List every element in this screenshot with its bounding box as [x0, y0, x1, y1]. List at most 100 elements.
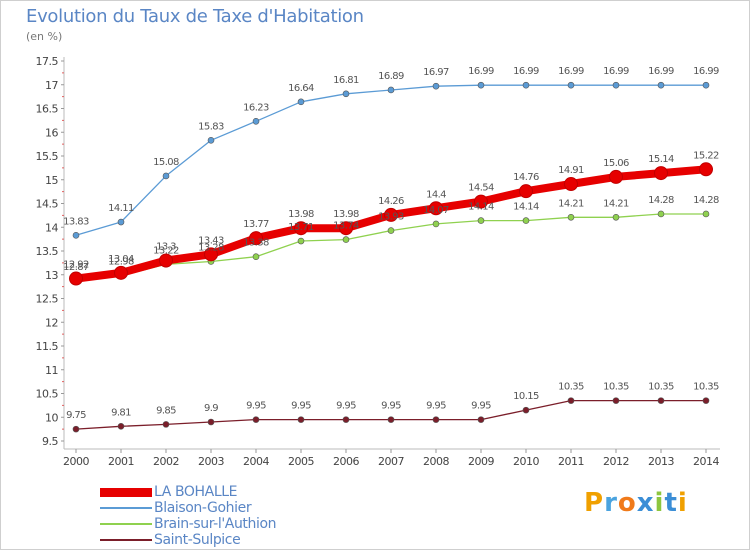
data-point	[657, 397, 665, 404]
data-point	[657, 81, 665, 89]
data-label: 9.95	[246, 401, 266, 412]
data-label: 14.07	[423, 205, 449, 216]
data-label: 16.99	[693, 66, 719, 77]
data-point	[567, 397, 575, 404]
legend-swatch	[100, 523, 152, 525]
series-points	[69, 81, 713, 433]
data-label: 14.28	[648, 195, 674, 206]
data-label: 13.83	[63, 216, 89, 227]
data-point	[204, 247, 218, 262]
data-point	[72, 425, 80, 433]
data-point	[387, 416, 395, 423]
y-tick-label: 17.5	[36, 55, 59, 68]
data-label: 9.95	[471, 401, 491, 412]
data-point	[564, 177, 578, 192]
data-label: 14.76	[513, 172, 539, 183]
data-label: 13.74	[333, 221, 359, 232]
data-label: 12.98	[108, 257, 134, 268]
data-point	[702, 210, 710, 218]
data-point	[429, 201, 443, 216]
data-label: 9.9	[204, 403, 218, 414]
data-label: 14.26	[378, 196, 404, 207]
y-tick-label: 14	[45, 221, 58, 234]
data-label: 14.14	[468, 202, 494, 213]
data-label: 15.06	[603, 158, 629, 169]
data-point	[252, 118, 260, 125]
data-point	[207, 418, 215, 426]
data-point	[114, 265, 128, 280]
legend-swatch	[100, 539, 152, 541]
data-point	[522, 81, 530, 89]
data-point	[294, 221, 308, 236]
x-tick-label: 2005	[288, 455, 314, 468]
y-tick-label: 10	[45, 411, 58, 424]
data-point	[69, 271, 83, 286]
data-point	[207, 137, 215, 144]
data-point	[699, 162, 713, 177]
y-tick-label: 12	[45, 316, 58, 329]
data-point	[249, 231, 263, 246]
data-point	[567, 213, 575, 221]
data-point	[612, 397, 620, 404]
data-point	[159, 253, 173, 268]
proxiti-logo: Proxiti	[584, 488, 688, 518]
data-point	[387, 86, 395, 94]
data-label: 9.85	[156, 405, 176, 416]
x-tick-label: 2009	[468, 455, 494, 468]
data-label: 10.35	[558, 382, 584, 393]
data-label: 16.99	[513, 66, 539, 77]
data-point	[297, 98, 305, 106]
line-chart: 9.5 10 10.5 11 11.5 12 12.5 13 13.5 14 14.5 15 15.5 1…	[36, 55, 720, 468]
data-point	[657, 210, 665, 218]
data-point	[519, 184, 533, 199]
data-point	[567, 81, 575, 89]
data-label: 14.91	[558, 165, 584, 176]
y-tick-label: 15.5	[36, 150, 59, 163]
data-point	[117, 218, 125, 226]
y-tick-label: 15	[45, 174, 58, 187]
data-label: 14.28	[693, 195, 719, 206]
x-tick-label: 2001	[108, 455, 134, 468]
x-tick-label: 2014	[693, 455, 719, 468]
data-label: 10.35	[693, 382, 719, 393]
data-label: 13.38	[243, 238, 269, 249]
data-point	[384, 207, 398, 222]
data-label: 16.89	[378, 71, 404, 82]
data-point	[477, 81, 485, 89]
x-tick-label: 2008	[423, 455, 449, 468]
y-tick-label: 9.5	[42, 435, 58, 448]
data-label: 10.35	[648, 382, 674, 393]
x-tick-label: 2012	[603, 455, 629, 468]
data-point	[387, 227, 395, 234]
data-label: 13.77	[243, 219, 269, 230]
data-point	[474, 194, 488, 209]
y-tick-label: 12.5	[36, 293, 59, 306]
data-label: 14.14	[513, 202, 539, 213]
x-tick-label: 2013	[648, 455, 674, 468]
legend-label: Brain-sur-l'Authion	[154, 516, 277, 532]
x-tick-label: 2006	[333, 455, 359, 468]
data-point	[477, 416, 485, 423]
legend-label: LA BOHALLE	[154, 484, 238, 500]
data-label: 13.28	[198, 242, 224, 253]
data-point	[477, 217, 485, 224]
data-point	[339, 221, 353, 236]
data-label: 12.87	[63, 262, 89, 273]
data-label: 15.83	[198, 121, 224, 132]
data-label: 16.99	[468, 66, 494, 77]
data-point	[117, 422, 125, 430]
x-tick-label: 2003	[198, 455, 224, 468]
x-tick-label: 2000	[63, 455, 89, 468]
y-tick-label: 16.5	[36, 103, 59, 116]
data-label: 16.23	[243, 102, 269, 113]
data-point	[432, 82, 440, 90]
data-label: 13.3	[156, 242, 176, 253]
legend-swatch	[100, 488, 152, 497]
data-label: 9.95	[336, 401, 356, 412]
data-label: 13.98	[288, 209, 314, 220]
data-label: 13.43	[198, 235, 224, 246]
x-tick-label: 2011	[558, 455, 584, 468]
data-label: 9.95	[381, 401, 401, 412]
y-tick-label: 11.5	[36, 340, 59, 353]
data-label: 14.11	[108, 203, 134, 214]
